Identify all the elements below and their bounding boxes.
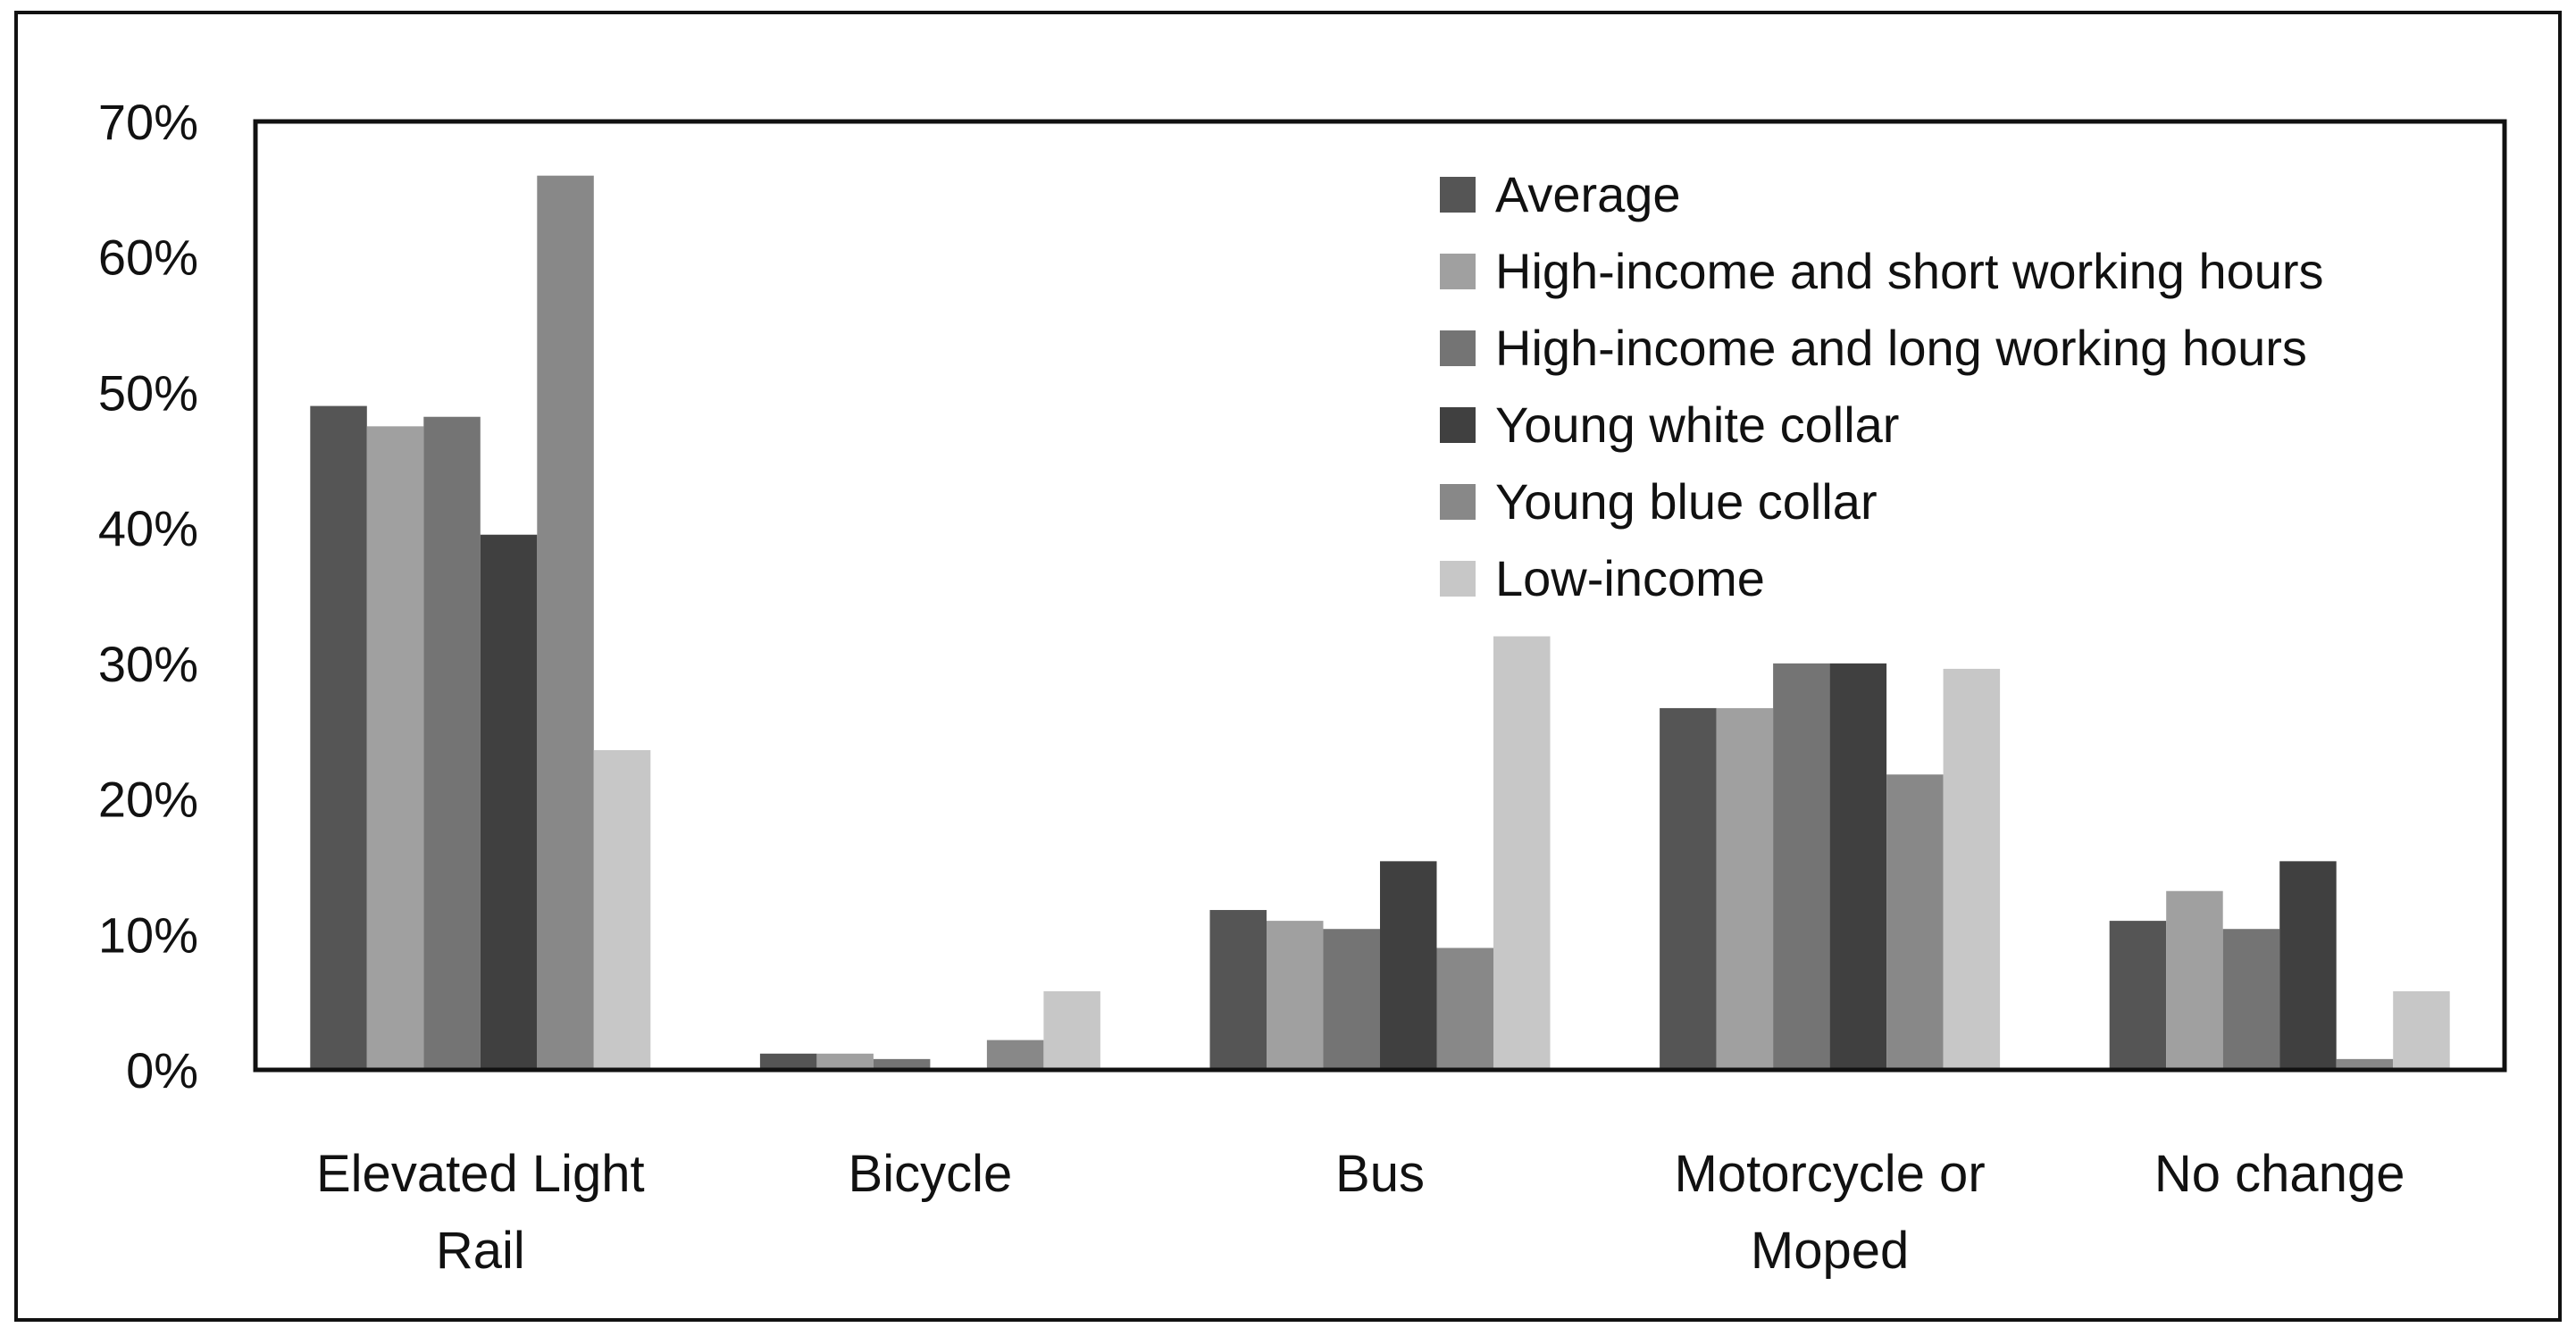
y-tick-label: 30%	[98, 636, 198, 692]
legend-label: High-income and short working hours	[1495, 243, 2324, 299]
legend-label: Young blue collar	[1495, 473, 1878, 530]
bar-4-2	[2222, 929, 2280, 1070]
bar-1-5	[1043, 991, 1100, 1070]
bar-3-1	[1716, 707, 1774, 1070]
legend-swatch	[1440, 407, 1476, 443]
bar-2-0	[1209, 909, 1267, 1070]
legend-label: Young white collar	[1495, 397, 1899, 453]
bar-1-0	[759, 1053, 817, 1070]
y-axis-ticks: 0% 10% 20% 30% 40% 50% 60% 70%	[98, 94, 198, 1098]
bar-0-2	[423, 416, 481, 1070]
bar-1-2	[873, 1058, 931, 1070]
bar-2-2	[1323, 929, 1380, 1070]
bar-1-1	[816, 1053, 874, 1070]
chart-frame	[14, 11, 2562, 1322]
bar-0-1	[366, 426, 424, 1070]
bar-2-4	[1436, 948, 1493, 1070]
legend-swatch	[1440, 177, 1476, 213]
plot-area	[253, 119, 2507, 1073]
bar-0-4	[537, 175, 594, 1070]
legend-label: Low-income	[1495, 550, 1765, 606]
x-category-label: Rail	[436, 1222, 525, 1280]
bar-4-5	[2393, 991, 2450, 1070]
bar-3-3	[1829, 663, 1887, 1070]
x-category-label: Bus	[1335, 1145, 1425, 1203]
y-tick-label: 20%	[98, 772, 198, 828]
bar-4-3	[2279, 861, 2337, 1070]
y-tick-label: 70%	[98, 94, 198, 150]
bar-0-5	[593, 749, 651, 1070]
bar-3-2	[1773, 663, 1830, 1070]
bar-3-0	[1660, 707, 1717, 1070]
bar-0-3	[480, 534, 538, 1070]
bar-2-3	[1380, 861, 1437, 1070]
y-tick-label: 10%	[98, 906, 198, 963]
y-tick-label: 50%	[98, 364, 198, 421]
bars-layer	[310, 175, 2450, 1071]
bar-1-4	[986, 1040, 1044, 1070]
x-category-label: No change	[2154, 1145, 2405, 1203]
y-tick-label: 60%	[98, 230, 198, 286]
x-axis-category-labels: Elevated Light Rail Bicycle Bus Motorcycle o…	[316, 1145, 2405, 1280]
bar-0-0	[310, 405, 367, 1071]
legend-swatch	[1440, 330, 1476, 366]
bar-2-5	[1493, 636, 1551, 1070]
bar-4-1	[2166, 890, 2223, 1070]
bar-4-0	[2109, 921, 2167, 1070]
x-category-label: Elevated Light	[316, 1145, 645, 1203]
bar-3-4	[1886, 774, 1944, 1070]
y-tick-label: 0%	[126, 1042, 198, 1098]
legend-swatch	[1440, 484, 1476, 520]
legend-swatch	[1440, 254, 1476, 289]
legend-label: Average	[1495, 166, 1681, 222]
legend-swatch	[1440, 561, 1476, 597]
legend-label: High-income and long working hours	[1495, 320, 2307, 376]
legend: Average High-income and short working hou…	[1440, 166, 2324, 606]
bar-3-5	[1943, 668, 2001, 1070]
y-tick-label: 40%	[98, 500, 198, 556]
bar-4-4	[2336, 1058, 2394, 1070]
bar-2-1	[1267, 921, 1324, 1070]
x-category-label: Moped	[1751, 1222, 1909, 1280]
x-category-label: Motorcycle or	[1675, 1145, 1986, 1203]
x-category-label: Bicycle	[849, 1145, 1013, 1203]
